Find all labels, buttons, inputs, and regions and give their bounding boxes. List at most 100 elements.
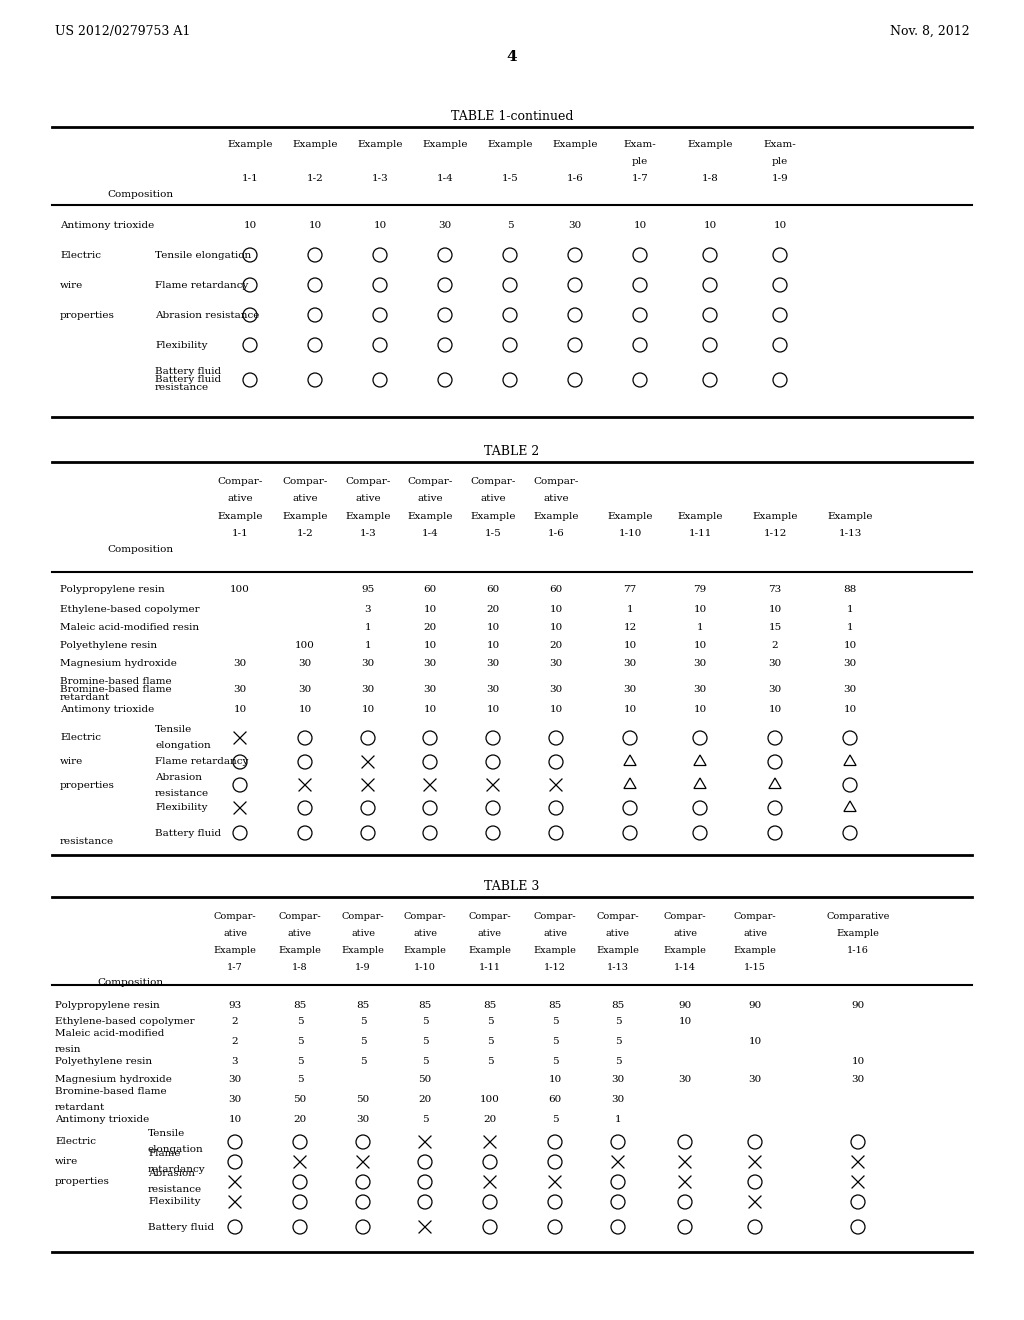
Text: 1-12: 1-12 xyxy=(763,529,786,539)
Text: Battery fluid: Battery fluid xyxy=(155,367,221,376)
Text: 95: 95 xyxy=(361,586,375,594)
Text: 30: 30 xyxy=(844,660,857,668)
Text: 1: 1 xyxy=(696,623,703,632)
Text: Example: Example xyxy=(342,946,384,954)
Text: 10: 10 xyxy=(423,642,436,651)
Text: elongation: elongation xyxy=(148,1146,204,1155)
Text: 15: 15 xyxy=(768,623,781,632)
Text: 10: 10 xyxy=(624,705,637,714)
Text: Example: Example xyxy=(217,512,263,521)
Text: ple: ple xyxy=(772,157,788,166)
Text: Polyethylene resin: Polyethylene resin xyxy=(55,1057,153,1067)
Text: 10: 10 xyxy=(423,705,436,714)
Text: Flexibility: Flexibility xyxy=(155,804,208,813)
Text: Example: Example xyxy=(664,946,707,954)
Text: Ethylene-based copolymer: Ethylene-based copolymer xyxy=(60,606,200,615)
Text: Battery fluid: Battery fluid xyxy=(155,375,221,384)
Text: 79: 79 xyxy=(693,586,707,594)
Text: Antimony trioxide: Antimony trioxide xyxy=(60,705,155,714)
Text: Antimony trioxide: Antimony trioxide xyxy=(55,1115,150,1125)
Text: 73: 73 xyxy=(768,586,781,594)
Text: wire: wire xyxy=(60,758,83,767)
Text: Exam-: Exam- xyxy=(764,140,797,149)
Text: 1-12: 1-12 xyxy=(544,964,566,972)
Text: Example: Example xyxy=(534,512,579,521)
Text: 5: 5 xyxy=(486,1018,494,1027)
Text: Example: Example xyxy=(345,512,391,521)
Text: Compar-: Compar- xyxy=(408,477,453,486)
Text: 1-8: 1-8 xyxy=(292,964,308,972)
Text: 1-1: 1-1 xyxy=(242,174,258,183)
Text: 10: 10 xyxy=(844,705,857,714)
Text: TABLE 1-continued: TABLE 1-continued xyxy=(451,110,573,123)
Text: 1: 1 xyxy=(365,642,372,651)
Text: 10: 10 xyxy=(486,623,500,632)
Text: 30: 30 xyxy=(233,660,247,668)
Text: Example: Example xyxy=(403,946,446,954)
Text: 10: 10 xyxy=(678,1018,691,1027)
Text: 5: 5 xyxy=(359,1018,367,1027)
Text: Flexibility: Flexibility xyxy=(148,1197,201,1206)
Text: retardancy: retardancy xyxy=(148,1166,206,1175)
Text: Magnesium hydroxide: Magnesium hydroxide xyxy=(60,660,177,668)
Text: Compar-: Compar- xyxy=(217,477,263,486)
Text: Example: Example xyxy=(422,140,468,149)
Text: 30: 30 xyxy=(228,1076,242,1085)
Text: Tensile elongation: Tensile elongation xyxy=(155,251,251,260)
Text: Composition: Composition xyxy=(106,545,173,554)
Text: ative: ative xyxy=(543,494,568,503)
Text: Example: Example xyxy=(357,140,402,149)
Text: Compar-: Compar- xyxy=(403,912,446,921)
Text: properties: properties xyxy=(60,780,115,789)
Text: 1-1: 1-1 xyxy=(231,529,249,539)
Text: 20: 20 xyxy=(486,606,500,615)
Text: 5: 5 xyxy=(422,1115,428,1125)
Text: US 2012/0279753 A1: US 2012/0279753 A1 xyxy=(55,25,190,38)
Text: Electric: Electric xyxy=(60,251,101,260)
Text: 1-10: 1-10 xyxy=(414,964,436,972)
Text: 1-2: 1-2 xyxy=(306,174,324,183)
Text: 5: 5 xyxy=(552,1038,558,1047)
Text: 10: 10 xyxy=(486,705,500,714)
Text: Example: Example xyxy=(552,140,598,149)
Text: Flame: Flame xyxy=(148,1150,180,1159)
Text: 10: 10 xyxy=(749,1038,762,1047)
Text: 10: 10 xyxy=(844,642,857,651)
Text: 60: 60 xyxy=(486,586,500,594)
Text: Polypropylene resin: Polypropylene resin xyxy=(55,1001,160,1010)
Text: 10: 10 xyxy=(549,705,562,714)
Text: 10: 10 xyxy=(768,705,781,714)
Text: 1-7: 1-7 xyxy=(632,174,648,183)
Text: resistance: resistance xyxy=(155,788,209,797)
Text: ative: ative xyxy=(417,494,442,503)
Text: 20: 20 xyxy=(293,1115,306,1125)
Text: Abrasion: Abrasion xyxy=(148,1170,195,1179)
Text: 1: 1 xyxy=(847,623,853,632)
Text: 10: 10 xyxy=(244,220,257,230)
Text: 10: 10 xyxy=(549,1076,561,1085)
Text: 85: 85 xyxy=(549,1001,561,1010)
Text: 10: 10 xyxy=(634,220,646,230)
Text: 30: 30 xyxy=(549,660,562,668)
Text: 1-7: 1-7 xyxy=(227,964,243,972)
Text: 5: 5 xyxy=(507,220,513,230)
Text: Maleic acid-modified resin: Maleic acid-modified resin xyxy=(60,623,199,632)
Text: 30: 30 xyxy=(844,685,857,694)
Text: 30: 30 xyxy=(693,660,707,668)
Text: Antimony trioxide: Antimony trioxide xyxy=(60,220,155,230)
Text: wire: wire xyxy=(60,281,83,289)
Text: Compar-: Compar- xyxy=(283,477,328,486)
Text: 30: 30 xyxy=(768,685,781,694)
Text: 5: 5 xyxy=(614,1038,622,1047)
Text: Compar-: Compar- xyxy=(342,912,384,921)
Text: ative: ative xyxy=(743,929,767,939)
Text: Bromine-based flame: Bromine-based flame xyxy=(55,1088,167,1097)
Text: 5: 5 xyxy=(486,1038,494,1047)
Text: 1-5: 1-5 xyxy=(484,529,502,539)
Text: ative: ative xyxy=(355,494,381,503)
Text: Compar-: Compar- xyxy=(597,912,639,921)
Text: Compar-: Compar- xyxy=(345,477,391,486)
Text: 10: 10 xyxy=(693,606,707,615)
Text: TABLE 3: TABLE 3 xyxy=(484,880,540,894)
Text: 2: 2 xyxy=(231,1038,239,1047)
